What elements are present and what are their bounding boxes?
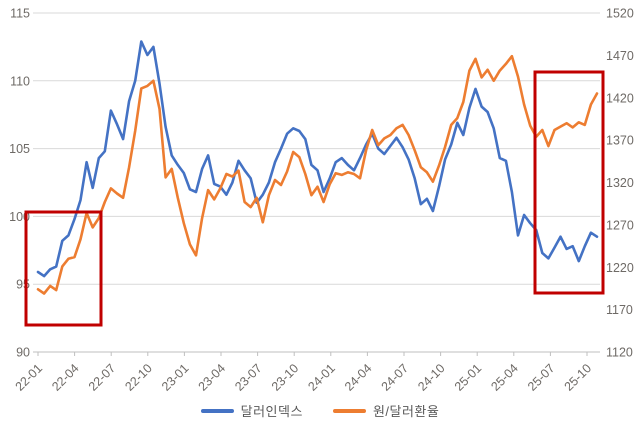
left-axis-tick-label: 105 bbox=[9, 142, 30, 156]
x-axis-tick-label: 23-01 bbox=[159, 361, 192, 394]
x-axis-tick-label: 24-10 bbox=[415, 361, 448, 394]
legend-item-dollar-index: 달러인덱스 bbox=[200, 403, 303, 419]
x-axis-tick-label: 25-07 bbox=[525, 361, 558, 394]
krw-usd-rate-line bbox=[36, 54, 599, 295]
x-axis-tick-label: 25-04 bbox=[488, 361, 521, 394]
krw-rate-line-swatch bbox=[332, 409, 366, 413]
right-axis-tick-label: 1170 bbox=[606, 303, 633, 317]
x-axis-tick-label: 24-07 bbox=[379, 361, 412, 394]
x-axis-tick-label: 22-04 bbox=[49, 361, 82, 394]
x-axis-tick-label: 22-10 bbox=[122, 361, 155, 394]
x-axis-tick-label: 24-01 bbox=[305, 361, 338, 394]
x-axis-tick-label: 23-07 bbox=[232, 361, 265, 394]
x-axis-tick-label: 25-01 bbox=[452, 361, 485, 394]
right-axis-tick-label: 1220 bbox=[606, 261, 634, 275]
dollar-index-line bbox=[36, 40, 599, 278]
right-axis-tick-label: 1470 bbox=[606, 49, 634, 63]
dollar-index-line-swatch bbox=[200, 409, 234, 413]
x-axis-tick-label: 22-01 bbox=[13, 361, 46, 394]
left-axis-tick-label: 90 bbox=[16, 346, 30, 360]
highlight-box-2025-h2 bbox=[533, 70, 605, 295]
x-axis-tick-label: 24-04 bbox=[342, 361, 375, 394]
highlight-box-early-2022 bbox=[24, 210, 103, 327]
right-axis-tick-label: 1320 bbox=[606, 176, 634, 190]
x-axis-tick-label: 23-10 bbox=[269, 361, 302, 394]
right-axis-tick-label: 1420 bbox=[606, 91, 634, 105]
chart-legend: 달러인덱스 원/달러환율 bbox=[0, 400, 640, 422]
x-axis-tick-label: 25-10 bbox=[562, 361, 595, 394]
right-axis-tick-label: 1120 bbox=[606, 346, 633, 360]
right-axis-tick-label: 1370 bbox=[606, 134, 634, 148]
legend-label-krw-rate: 원/달러환율 bbox=[372, 403, 440, 419]
left-axis-tick-label: 95 bbox=[16, 278, 30, 292]
right-axis-tick-label: 1270 bbox=[606, 218, 634, 232]
legend-item-krw-rate: 원/달러환율 bbox=[332, 403, 440, 419]
left-axis-tick-label: 110 bbox=[10, 74, 30, 88]
right-axis-tick-label: 1520 bbox=[606, 7, 634, 21]
left-axis-tick-label: 115 bbox=[10, 7, 30, 21]
x-axis-tick-label: 23-04 bbox=[196, 361, 229, 394]
x-axis-tick-label: 22-07 bbox=[86, 361, 119, 394]
legend-label-dollar-index: 달러인덱스 bbox=[240, 403, 303, 419]
